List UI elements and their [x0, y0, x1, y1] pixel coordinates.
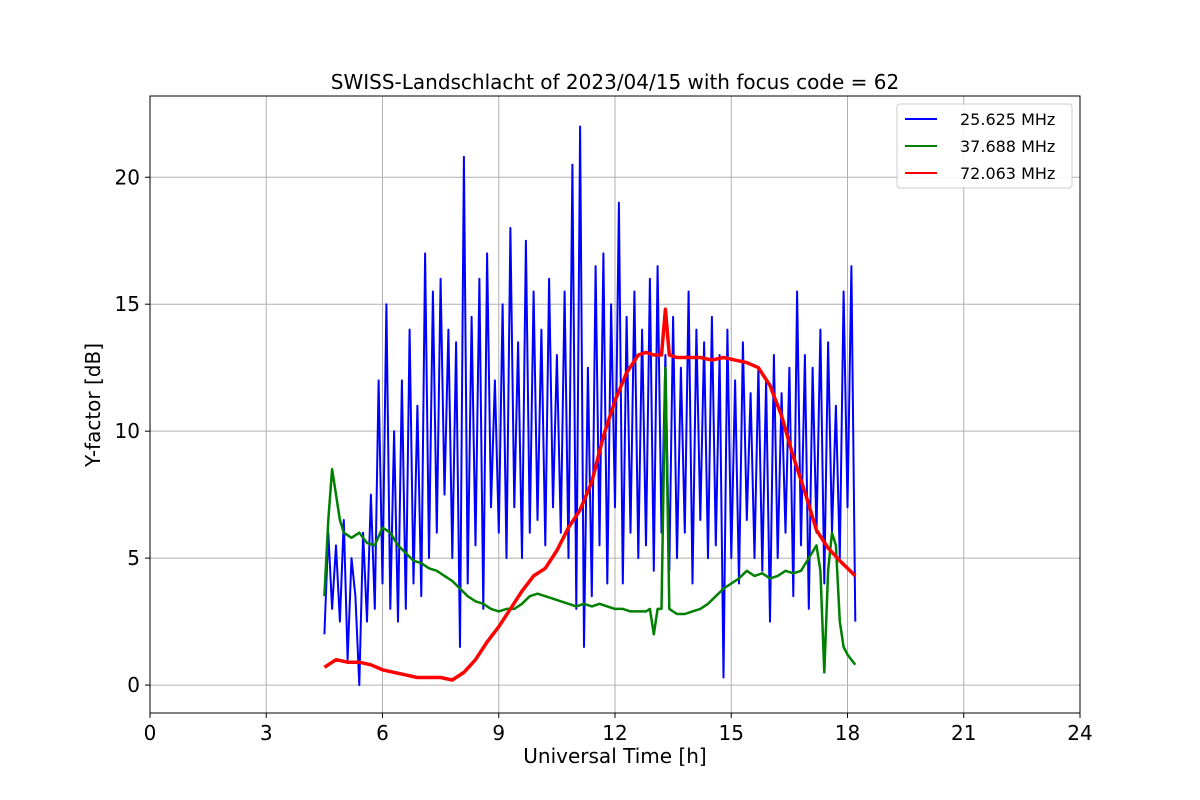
series-line-1: [323, 125, 857, 687]
y-axis: 0 5 10 15 20: [115, 165, 150, 697]
y-axis-label: Y-factor [dB]: [81, 343, 105, 468]
x-axis: 0 3 6 9 12 15 18 21 24: [144, 713, 1093, 745]
x-tick-label: 18: [835, 721, 860, 745]
x-axis-label: Universal Time [h]: [523, 744, 706, 768]
chart-title: SWISS-Landschlacht of 2023/04/15 with fo…: [331, 70, 899, 94]
series-line-3: [323, 307, 857, 682]
legend-label-2: 37.688 MHz: [960, 137, 1055, 156]
x-tick-label: 6: [376, 721, 389, 745]
y-tick-label: 0: [127, 673, 140, 697]
legend-label-3: 72.063 MHz: [960, 164, 1055, 183]
series-layer: [323, 125, 857, 687]
x-tick-label: 21: [951, 721, 976, 745]
x-tick-label: 24: [1067, 721, 1092, 745]
series-line-2: [323, 366, 857, 674]
x-tick-label: 12: [602, 721, 627, 745]
x-tick-label: 9: [492, 721, 505, 745]
x-tick-label: 3: [260, 721, 273, 745]
y-tick-label: 5: [127, 546, 140, 570]
x-tick-label: 15: [719, 721, 744, 745]
legend-box: [896, 103, 1073, 189]
x-tick-label: 0: [144, 721, 157, 745]
legend: 25.625 MHz 37.688 MHz 72.063 MHz: [896, 103, 1073, 189]
y-tick-label: 15: [115, 292, 140, 316]
legend-label-1: 25.625 MHz: [960, 110, 1055, 129]
y-tick-label: 10: [115, 419, 140, 443]
y-tick-label: 20: [115, 165, 140, 189]
